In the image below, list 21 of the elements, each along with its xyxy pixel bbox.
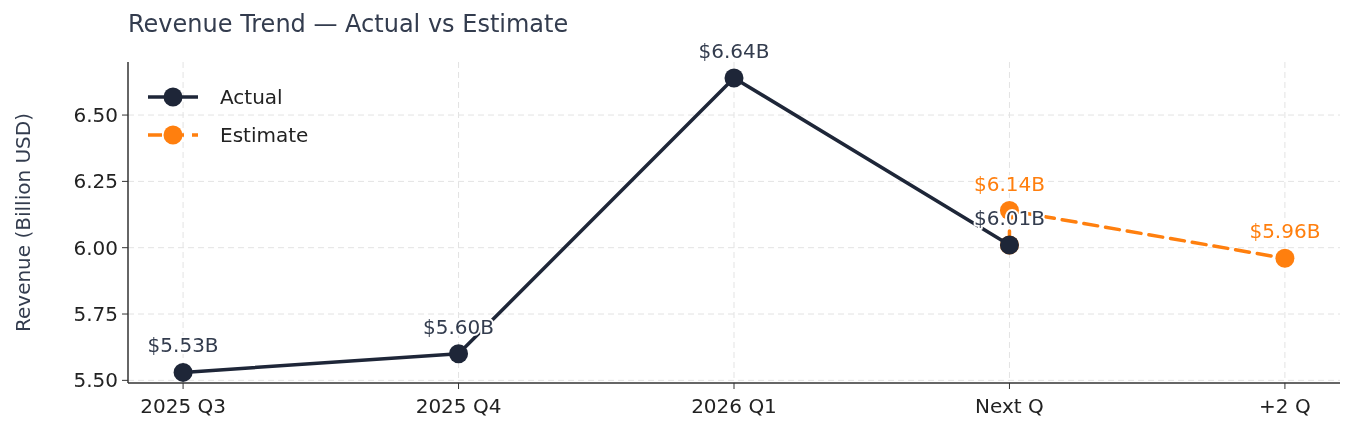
legend-label: Estimate — [220, 123, 309, 147]
x-tick-label: Next Q — [975, 394, 1044, 418]
data-label: $6.14B — [973, 171, 1045, 196]
chart-title: Revenue Trend — Actual vs Estimate — [128, 10, 569, 38]
point — [724, 68, 744, 88]
legend-label: Actual — [220, 85, 283, 109]
x-tick-label: +2 Q — [1259, 394, 1311, 418]
x-tick-label: 2025 Q4 — [415, 394, 502, 418]
y-tick-label: 6.25 — [73, 169, 118, 194]
point — [173, 362, 193, 382]
y-tick-label: 5.50 — [73, 368, 118, 393]
data-label: $5.96B — [1249, 219, 1321, 244]
x-tick-label: 2026 Q1 — [691, 394, 777, 418]
y-tick-label: 6.00 — [73, 235, 118, 260]
point — [449, 344, 469, 364]
y-tick-label: 5.75 — [73, 302, 118, 327]
y-tick-label: 6.50 — [73, 103, 118, 128]
data-label: $5.53B — [147, 333, 219, 358]
data-label: $6.64B — [698, 38, 770, 63]
x-tick-label: 2025 Q3 — [140, 394, 226, 418]
y-axis-title: Revenue (Billion USD) — [11, 112, 35, 333]
